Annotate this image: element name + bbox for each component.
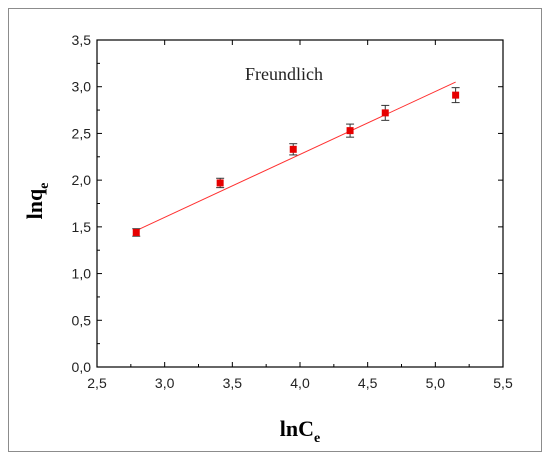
y-tick-label: 2,5 bbox=[72, 125, 92, 141]
error-bars bbox=[132, 87, 460, 237]
x-axis-title-main: lnC bbox=[280, 416, 314, 441]
x-tick-label: 3,0 bbox=[155, 375, 175, 391]
data-point bbox=[346, 127, 354, 135]
y-axis-title-sub: e bbox=[37, 183, 52, 189]
plot-border bbox=[96, 39, 504, 368]
y-tick-label: 3,0 bbox=[72, 79, 92, 95]
x-tick-label: 2,5 bbox=[87, 375, 107, 391]
x-tick-label: 4,5 bbox=[358, 375, 378, 391]
y-tick-label: 0,0 bbox=[72, 359, 92, 375]
data-point bbox=[132, 228, 140, 236]
data-points bbox=[132, 91, 460, 236]
x-axis-title: lnCe bbox=[280, 416, 320, 446]
plot-area bbox=[96, 39, 504, 368]
y-tick-label: 1,5 bbox=[72, 219, 92, 235]
fit-line-group bbox=[136, 81, 456, 232]
y-axis-title: lnqe bbox=[22, 183, 52, 220]
x-tick-label: 3,5 bbox=[223, 375, 243, 391]
y-tick-label: 2,0 bbox=[72, 172, 92, 188]
data-point bbox=[289, 145, 297, 153]
x-axis-title-sub: e bbox=[314, 431, 320, 446]
y-axis-title-main: lnq bbox=[22, 188, 47, 219]
x-tick-label: 5,5 bbox=[493, 375, 513, 391]
x-tick-label: 4,0 bbox=[290, 375, 310, 391]
fit-line bbox=[136, 81, 456, 232]
chart-annotation: Freundlich bbox=[245, 64, 323, 84]
x-axis-ticks: 2,5 3,0 3,5 4,0 4,5 5,0 5,5 bbox=[87, 40, 513, 391]
y-tick-label: 3,5 bbox=[72, 32, 92, 48]
y-axis-ticks: 0,0 0,5 1,0 1,5 2,0 2,5 3,0 3,5 bbox=[72, 32, 503, 375]
data-point bbox=[216, 179, 224, 187]
y-tick-label: 0,5 bbox=[72, 312, 92, 328]
y-tick-label: 1,0 bbox=[72, 266, 92, 282]
data-point bbox=[381, 109, 389, 117]
data-point bbox=[452, 91, 460, 99]
x-tick-label: 5,0 bbox=[426, 375, 446, 391]
